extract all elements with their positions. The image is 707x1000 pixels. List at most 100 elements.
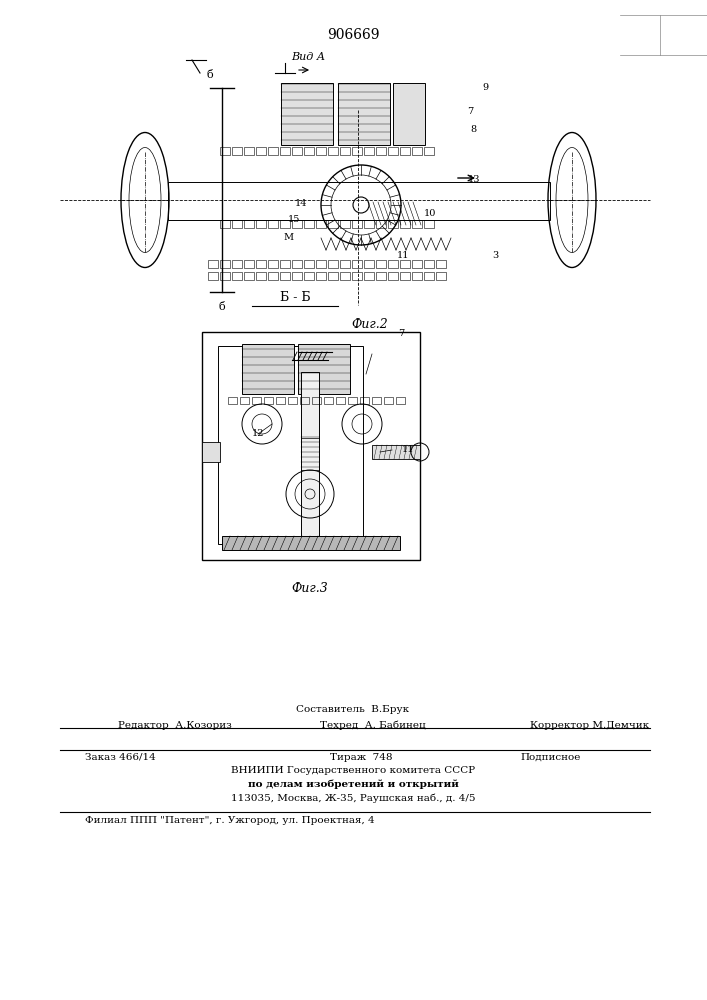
Bar [298,344,350,394]
Bar [292,260,302,268]
Bar [208,260,218,268]
Bar [256,260,266,268]
Bar [292,147,302,155]
Bar [280,220,290,228]
Bar [348,397,357,404]
Bar [268,272,278,280]
Text: Редактор  А.Козориз: Редактор А.Козориз [118,721,232,730]
Bar [412,260,422,268]
Bar [256,147,266,155]
Bar [240,397,249,404]
Bar [340,272,350,280]
Text: 7: 7 [398,330,404,338]
Text: 11: 11 [397,251,409,260]
Bar [376,272,386,280]
Text: 14: 14 [295,198,308,208]
Bar [352,147,362,155]
Bar [388,260,398,268]
Bar [316,147,326,155]
Bar [220,220,230,228]
Bar [304,147,314,155]
Text: Фиг.3: Фиг.3 [291,582,328,595]
Bar [436,272,446,280]
Bar [292,220,302,228]
Bar [220,260,230,268]
Bar [372,445,420,459]
Text: б: б [206,70,214,80]
Bar [328,220,338,228]
Text: Вид А: Вид А [291,52,325,62]
Bar [220,272,230,280]
Bar [328,147,338,155]
Bar [396,397,405,404]
Text: 3: 3 [492,251,498,260]
Bar [242,344,294,394]
Bar [388,220,398,228]
Bar [436,260,446,268]
Text: Тираж  748: Тираж 748 [330,753,392,762]
Bar [304,260,314,268]
Bar [352,272,362,280]
Text: 7: 7 [467,107,473,116]
Text: ВНИИПИ Государственного комитета СССР: ВНИИПИ Государственного комитета СССР [231,766,475,775]
Text: 12: 12 [252,430,264,438]
Text: Филиал ППП "Патент", г. Ужгород, ул. Проектная, 4: Филиал ППП "Патент", г. Ужгород, ул. Про… [85,816,375,825]
Text: 113035, Москва, Ж-35, Раушская наб., д. 4/5: 113035, Москва, Ж-35, Раушская наб., д. … [230,794,475,803]
Bar [412,220,422,228]
Bar [384,397,393,404]
Bar [232,147,242,155]
Bar [340,220,350,228]
Bar [280,147,290,155]
Bar [400,272,410,280]
Bar [412,147,422,155]
Bar [232,260,242,268]
Bar [388,147,398,155]
Bar [304,220,314,228]
Bar [168,182,550,220]
Bar [316,272,326,280]
Text: 13: 13 [468,176,481,184]
Bar [376,220,386,228]
Bar [276,397,285,404]
Bar [338,83,390,145]
Bar [222,536,400,550]
Bar [360,397,369,404]
Bar [228,397,237,404]
Bar [304,272,314,280]
Bar [364,260,374,268]
Bar [244,260,254,268]
Bar [312,397,321,404]
Text: по делам изобретений и открытий: по делам изобретений и открытий [247,780,458,789]
Bar [364,220,374,228]
Text: Корректор М.Демчик: Корректор М.Демчик [530,721,649,730]
Text: Б - Б: Б - Б [280,291,310,304]
Bar [340,147,350,155]
Bar [244,272,254,280]
Bar [364,147,374,155]
Text: Составитель  В.Брук: Составитель В.Брук [296,705,409,714]
Bar [232,272,242,280]
Bar [281,83,333,145]
Bar [424,220,434,228]
Bar [292,272,302,280]
Bar [376,260,386,268]
Bar [202,442,220,462]
Bar [328,260,338,268]
Bar [324,397,333,404]
Bar [300,397,309,404]
Text: 10: 10 [424,209,436,218]
Bar [244,220,254,228]
Bar [424,147,434,155]
Text: Заказ 466/14: Заказ 466/14 [85,753,156,762]
Text: 11: 11 [402,446,414,454]
Bar [268,220,278,228]
Text: Подписное: Подписное [520,753,580,762]
Bar [264,397,273,404]
Bar [288,397,297,404]
Text: 8: 8 [470,125,476,134]
Text: М: М [283,233,293,242]
Bar [400,147,410,155]
Bar [202,332,420,560]
Bar [268,260,278,268]
Bar [400,260,410,268]
